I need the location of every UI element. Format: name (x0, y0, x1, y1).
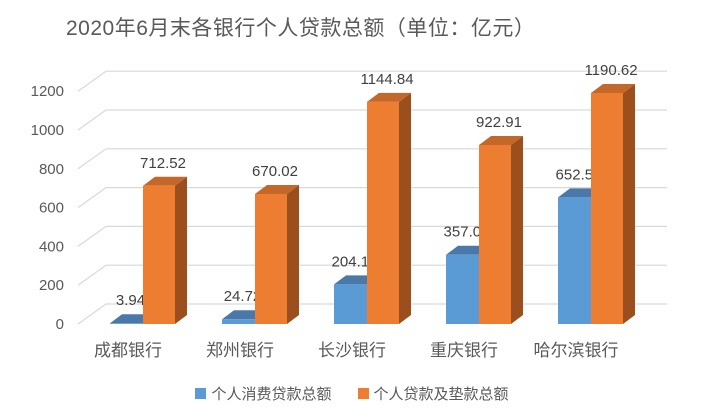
legend-swatch-icon (357, 388, 369, 399)
x-axis-category-label: 郑州银行 (206, 341, 274, 360)
bar-front (334, 284, 367, 324)
gridline (77, 70, 667, 92)
data-label: 3.94 (116, 292, 145, 309)
y-axis-tick-label: 200 (39, 277, 64, 294)
x-axis-category-label: 哈尔滨银行 (534, 341, 619, 360)
bar-top (255, 185, 299, 195)
y-axis-tick-label: 1200 (31, 83, 64, 100)
gridline (77, 109, 667, 131)
bar-top (367, 92, 411, 102)
bar-front (446, 254, 479, 324)
data-label: 1190.62 (584, 62, 637, 79)
data-label: 670.02 (252, 163, 298, 180)
x-axis-category-label: 长沙银行 (318, 341, 386, 360)
data-label: 712.52 (140, 155, 186, 172)
bar-side (287, 185, 299, 324)
data-label: 204.13 (332, 253, 378, 270)
bar-front (143, 185, 175, 324)
bar-top (143, 176, 187, 186)
x-axis-category-label: 重庆银行 (430, 341, 498, 360)
data-label: 922.91 (476, 114, 522, 131)
data-label: 24.72 (224, 288, 262, 305)
y-axis-tick-label: 1000 (31, 122, 64, 139)
y-axis-tick-label: 400 (39, 238, 64, 255)
bar-front (479, 144, 511, 324)
chart-title: 2020年6月末各银行个人贷款总额（单位：亿元） (66, 17, 536, 40)
legend: 个人消费贷款总额 个人贷款及垫款总额 (0, 383, 704, 404)
bar-front (255, 194, 287, 324)
bar-side (511, 135, 523, 324)
bar-side (623, 84, 635, 325)
data-label: 357.08 (444, 224, 490, 241)
data-label: 652.52 (556, 166, 602, 183)
legend-item: 个人贷款及垫款总额 (357, 383, 509, 404)
y-axis-tick-label: 600 (39, 200, 64, 217)
bar-front (591, 93, 623, 325)
bar-front (110, 323, 143, 324)
bar-front (558, 197, 591, 324)
legend-label: 个人贷款及垫款总额 (373, 386, 509, 403)
bar-side (399, 92, 411, 325)
data-label: 1144.84 (360, 71, 413, 88)
bar-front (367, 101, 399, 325)
x-axis-category-label: 成都银行 (94, 341, 162, 360)
bar-top (591, 84, 635, 94)
legend-swatch-icon (195, 388, 207, 399)
y-axis-tick-label: 800 (39, 161, 64, 178)
bar-top (479, 135, 523, 145)
legend-item: 个人消费贷款总额 (195, 383, 332, 404)
bar-front (222, 319, 255, 324)
bar-side (175, 176, 187, 324)
y-axis-tick-label: 0 (56, 316, 64, 333)
legend-label: 个人消费贷款总额 (211, 386, 332, 403)
